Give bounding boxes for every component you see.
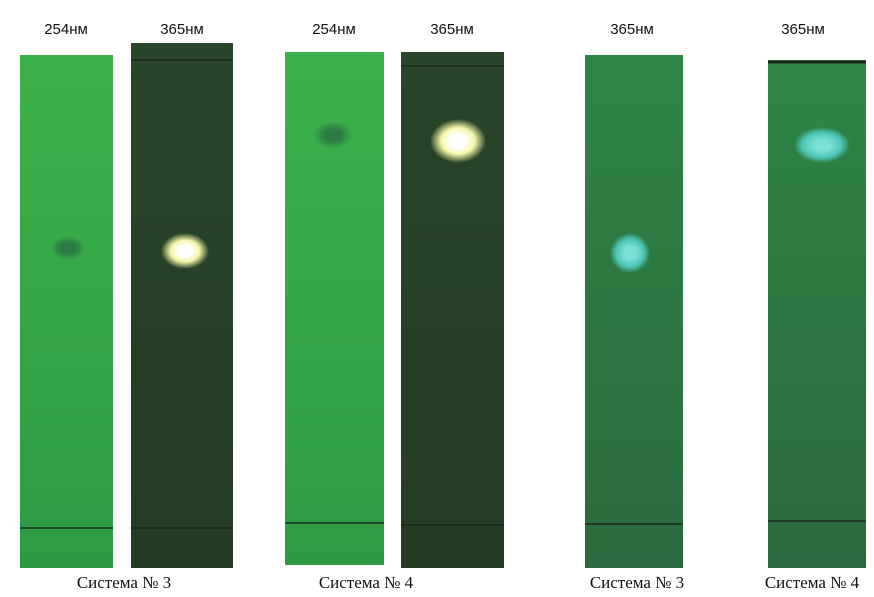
wavelength-label: 365нм [610, 21, 654, 38]
page: 254нм 365нм 254нм 365нм 365нм 365нм Сист… [0, 0, 874, 597]
wavelength-label: 254нм [44, 21, 88, 38]
caption: Система № 4 [319, 573, 414, 592]
spot [610, 233, 650, 273]
caption: Система № 4 [765, 573, 860, 592]
spot [161, 233, 209, 269]
wavelength-label: 365нм [430, 21, 474, 38]
wavelength-label: 365нм [160, 21, 204, 38]
spot [430, 119, 486, 163]
plate [20, 55, 113, 568]
wavelength-label: 365нм [781, 21, 825, 38]
wavelength-label: 254нм [312, 21, 356, 38]
spot [313, 121, 353, 149]
caption: Система № 3 [590, 573, 684, 592]
caption: Система № 3 [77, 573, 171, 592]
spot [794, 127, 850, 163]
plate [585, 55, 683, 568]
figure: 254нм 365нм 254нм 365нм 365нм 365нм Сист… [0, 0, 874, 597]
plate [131, 43, 233, 568]
spot [50, 236, 86, 260]
